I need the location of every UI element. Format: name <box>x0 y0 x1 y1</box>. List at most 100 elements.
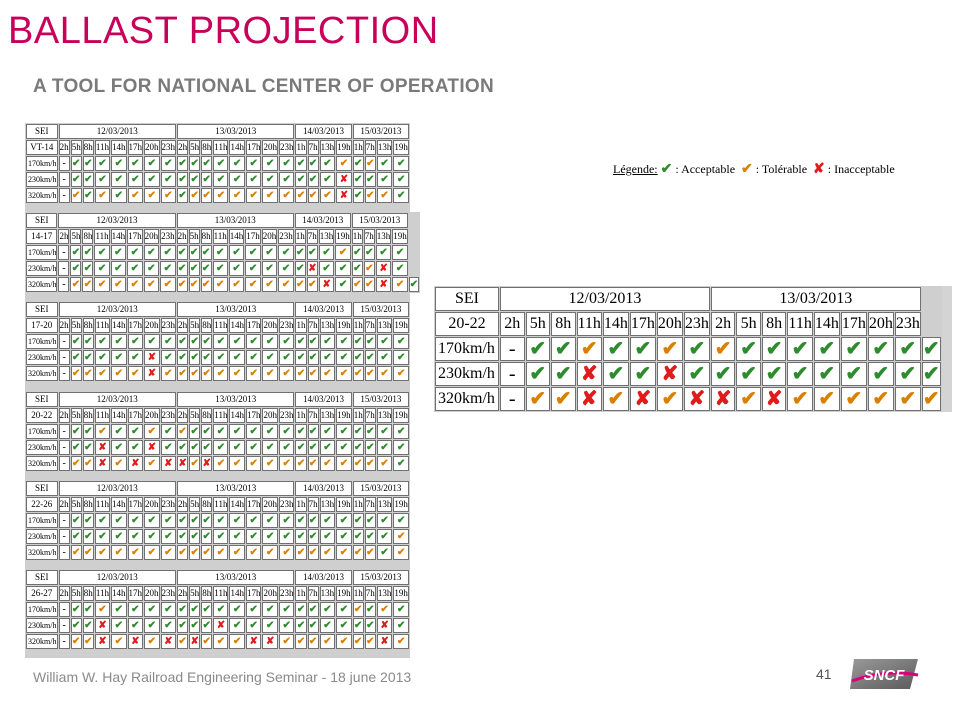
inacceptable-cross-icon: ✘ <box>629 387 656 411</box>
tolerable-check-icon: ✔ <box>376 366 393 382</box>
tolerable-check-icon: ✔ <box>261 277 278 293</box>
acceptable-check-icon: ✔ <box>94 156 111 171</box>
tolerable-check-icon: ✔ <box>144 544 160 560</box>
date-header: 13/03/2013 <box>177 569 295 585</box>
sei-block-VT-14: SEI 12/03/2013 13/03/2013 14/03/2013 15/03/2… <box>25 123 410 204</box>
acceptable-check-icon: ✔ <box>351 261 363 277</box>
acceptable-check-icon: ✔ <box>82 261 94 277</box>
date-header: 13/03/2013 <box>177 124 295 139</box>
inacceptable-cross-icon: ✘ <box>177 455 189 471</box>
acceptable-check-icon: ✔ <box>127 334 144 350</box>
tolerable-check-icon: ✔ <box>189 455 201 471</box>
hour-header: 7h <box>364 140 376 155</box>
acceptable-check-icon: ✔ <box>111 512 127 528</box>
hour-header: 5h <box>189 140 201 155</box>
tolerable-check-icon: ✔ <box>867 387 894 411</box>
acceptable-check-icon: ✔ <box>787 362 813 386</box>
sei-header: SEI <box>435 287 499 311</box>
slide-subtitle: A TOOL FOR NATIONAL CENTER OF OPERATION <box>33 76 495 97</box>
tolerable-check-icon: ✔ <box>295 633 307 649</box>
hour-header: 14h <box>111 585 127 601</box>
speed-label: 230km/h <box>26 172 58 187</box>
hour-header: 20h <box>262 140 278 155</box>
inacceptable-cross-icon: ✘ <box>376 633 393 649</box>
acceptable-check-icon: ✔ <box>336 601 352 617</box>
acceptable-check-icon: ✔ <box>127 601 144 617</box>
acceptable-check-icon: ✔ <box>200 245 212 261</box>
tolerable-check-icon: ✔ <box>82 366 94 382</box>
hour-header: 23h <box>278 585 295 601</box>
tolerable-check-icon: ✔ <box>111 455 127 471</box>
hour-header: 23h <box>160 140 177 155</box>
inacceptable-cross-icon: ✘ <box>144 350 160 366</box>
acceptable-check-icon: ✔ <box>393 439 409 455</box>
acceptable-check-icon: ✔ <box>336 528 352 544</box>
tolerable-check-icon: ✔ <box>364 455 376 471</box>
hour-header: 13h <box>376 318 393 334</box>
acceptable-check-icon: ✔ <box>176 261 188 277</box>
hour-header: 8h <box>200 229 212 245</box>
acceptable-check-icon: ✔ <box>262 617 278 633</box>
tolerable-check-icon: ✔ <box>201 366 213 382</box>
hour-header: 7h <box>307 318 319 334</box>
acceptable-check-icon: ✔ <box>336 334 352 350</box>
hour-header: 14h <box>813 312 840 336</box>
hour-header: 13h <box>319 585 336 601</box>
acceptable-check-icon: ✔ <box>525 337 550 361</box>
acceptable-check-icon: ✔ <box>245 156 262 171</box>
acceptable-check-icon: ✔ <box>278 512 295 528</box>
tolerable-check-icon: ✔ <box>229 366 245 382</box>
hour-header: 14h <box>229 407 245 423</box>
acceptable-check-icon: ✔ <box>228 261 245 277</box>
hour-header: 19h <box>336 318 352 334</box>
tolerable-check-icon: ✔ <box>393 366 409 382</box>
tolerable-check-icon: ✔ <box>189 366 201 382</box>
tolerable-check-icon: ✔ <box>656 337 683 361</box>
sei-table: SEI 12/03/2013 13/03/2013 14/03/2013 15/03/2… <box>25 212 421 294</box>
acceptable-check-icon: ✔ <box>201 156 213 171</box>
hour-header: 8h <box>201 407 213 423</box>
tolerable-check-icon: ✔ <box>144 455 160 471</box>
tolerable-check-icon: ✔ <box>335 245 351 261</box>
sei-table: SEI 12/03/2013 13/03/2013 20-22 2h 5h 8h 11h 14h… <box>434 286 942 412</box>
acceptable-check-icon: ✔ <box>177 156 189 171</box>
tolerable-check-icon: ✔ <box>229 188 245 203</box>
acceptable-check-icon: ✔ <box>94 172 111 187</box>
speed-label: 320km/h <box>435 387 499 411</box>
tolerable-check-icon: ✔ <box>177 423 189 439</box>
acceptable-check-icon: ✔ <box>82 601 94 617</box>
tolerable-check-icon: ✔ <box>262 544 278 560</box>
hour-header: 5h <box>189 496 201 512</box>
hour-header: 13h <box>376 407 393 423</box>
acceptable-check-icon: ✔ <box>376 350 393 366</box>
acceptable-check-icon: ✔ <box>319 528 336 544</box>
hour-header: 2h <box>58 318 70 334</box>
acceptable-check-icon: ✔ <box>82 512 94 528</box>
acceptable-check-icon: ✔ <box>111 528 127 544</box>
table-row: 320km/h - ✔ ✔ ✔ ✔ ✔ ✔ ✔ ✔ ✔ ✔ ✔ ✔ ✔ ✔ ✔ ✔ ✔ ✘ ✔ ✔ ✔ ✘ ✔ ✔ <box>26 277 420 293</box>
inacceptable-cross-icon: ✘ <box>94 617 111 633</box>
acceptable-check-icon: ✔ <box>319 439 336 455</box>
tolerable-check-icon: ✔ <box>213 455 229 471</box>
acceptable-check-icon: ✔ <box>213 423 229 439</box>
speed-label: 230km/h <box>26 350 58 366</box>
acceptable-check-icon: ✔ <box>683 362 710 386</box>
acceptable-check-icon: ✔ <box>376 439 393 455</box>
acceptable-check-icon: ✔ <box>229 601 245 617</box>
date-header: 14/03/2013 <box>295 569 352 585</box>
acceptable-check-icon: ✔ <box>189 601 201 617</box>
inacceptable-cross-icon: ✘ <box>127 455 144 471</box>
acceptable-check-icon: ✔ <box>111 439 127 455</box>
acceptable-check-icon: ✔ <box>110 245 127 261</box>
acceptable-check-icon: ✔ <box>294 261 306 277</box>
acceptable-check-icon: ✔ <box>82 334 94 350</box>
hour-header: 2h <box>176 229 188 245</box>
hour-header: 14h <box>111 140 127 155</box>
tolerable-check-icon: ✔ <box>787 387 813 411</box>
hour-header: 11h <box>94 140 111 155</box>
tolerable-check-icon: ✔ <box>245 455 262 471</box>
acceptable-check-icon: ✔ <box>111 188 127 203</box>
no-data-cell: - <box>500 387 525 411</box>
hour-header: 1h <box>352 407 364 423</box>
tolerable-check-icon: ✔ <box>201 633 213 649</box>
